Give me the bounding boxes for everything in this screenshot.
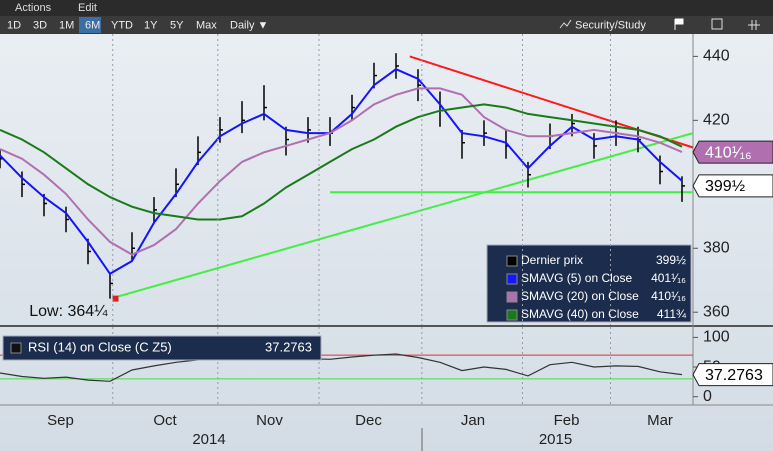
period-button[interactable]: 5Y bbox=[170, 19, 184, 31]
period-button[interactable]: 6M bbox=[85, 19, 100, 31]
period-button[interactable]: 3D bbox=[33, 19, 47, 31]
price-tag-label: 410¹⁄₁₆ bbox=[705, 144, 752, 161]
period-button[interactable]: Max bbox=[196, 19, 217, 31]
x-tick-label: Nov bbox=[256, 412, 283, 429]
x-tick-label: Sep bbox=[47, 412, 74, 429]
x-tick-label: Oct bbox=[153, 412, 177, 429]
study-button[interactable]: Security/Study bbox=[575, 19, 646, 31]
series-line bbox=[0, 103, 683, 221]
legend-label: SMAVG (20) on Close bbox=[521, 289, 639, 303]
settings-icon[interactable] bbox=[748, 20, 760, 30]
legend-label: RSI (14) on Close (C Z5) bbox=[28, 339, 172, 354]
legend-value: 401¹⁄₁₆ bbox=[651, 271, 686, 285]
legend-swatch bbox=[506, 309, 518, 321]
x-tick-label: Jan bbox=[461, 412, 485, 429]
toolbar-items: Actions Edit 1D 3D 1M 6M YTD 1Y 5Y Max Daily ▼ Secu… bbox=[7, 2, 646, 33]
menu-item[interactable]: Edit bbox=[78, 2, 97, 14]
legend-label: Dernier prix bbox=[521, 253, 583, 267]
low-marker bbox=[112, 295, 119, 302]
rsi-panel: 050100SepOctNovDecJanFebMar2014201537.27… bbox=[0, 34, 773, 451]
legend-label: SMAVG (40) on Close bbox=[521, 307, 639, 321]
price-tag bbox=[692, 140, 773, 164]
x-tick-label: Mar bbox=[647, 412, 673, 429]
chart-background bbox=[0, 34, 773, 451]
y-tick-label: 440 bbox=[703, 48, 730, 65]
legend-value: 37.2763 bbox=[265, 339, 312, 354]
trend-line bbox=[115, 132, 694, 299]
series-line bbox=[0, 353, 683, 382]
year-label: 2014 bbox=[192, 431, 225, 448]
legend-value: 399½ bbox=[656, 253, 686, 267]
legend-value: 410¹⁄₁₆ bbox=[651, 289, 686, 303]
y-tick-label: 0 bbox=[703, 388, 712, 405]
series-line bbox=[0, 87, 683, 256]
toolbar-icons bbox=[559, 18, 760, 30]
y-tick-label: 420 bbox=[703, 112, 730, 129]
period-button[interactable]: 1Y bbox=[144, 19, 158, 31]
menu-item[interactable]: Actions bbox=[15, 2, 52, 14]
legend-box bbox=[2, 335, 322, 361]
legend-swatch bbox=[506, 255, 518, 267]
flag-icon[interactable] bbox=[674, 18, 684, 30]
period-button[interactable]: 1D bbox=[7, 19, 21, 31]
toolbar bbox=[0, 16, 773, 34]
price-tag-label: 399½ bbox=[705, 178, 745, 195]
legend-swatch bbox=[10, 342, 22, 354]
edit-icon[interactable] bbox=[711, 18, 723, 30]
y-tick-label: 100 bbox=[703, 329, 730, 346]
period-button[interactable]: 1M bbox=[59, 19, 74, 31]
x-tick-label: Dec bbox=[355, 412, 382, 429]
price-panel: 360 380 420 440 399½ 410¹⁄₁₆ Low: 364¼ Dernier … bbox=[0, 48, 773, 323]
year-label: 2015 bbox=[539, 431, 572, 448]
low-annotation: Low: 364¼ bbox=[29, 303, 108, 320]
menu-bar bbox=[0, 0, 773, 16]
price-tag-label: 37.2763 bbox=[705, 367, 763, 384]
legend-value: 411¾ bbox=[657, 307, 687, 321]
period-button[interactable]: YTD bbox=[111, 19, 133, 31]
x-tick-label: Feb bbox=[554, 412, 580, 429]
price-tag bbox=[692, 174, 773, 198]
legend-box bbox=[486, 244, 692, 323]
frequency-button[interactable]: Daily ▼ bbox=[230, 19, 268, 31]
series-line bbox=[0, 68, 683, 276]
legend-swatch bbox=[506, 273, 518, 285]
period-active bbox=[79, 17, 101, 33]
y-tick-label: 360 bbox=[703, 303, 730, 320]
y-tick-label: 380 bbox=[703, 239, 730, 256]
price-tag bbox=[692, 363, 773, 387]
legend-label: SMAVG (5) on Close bbox=[521, 271, 632, 285]
legend-swatch bbox=[506, 291, 518, 303]
study-icon[interactable] bbox=[559, 19, 572, 29]
